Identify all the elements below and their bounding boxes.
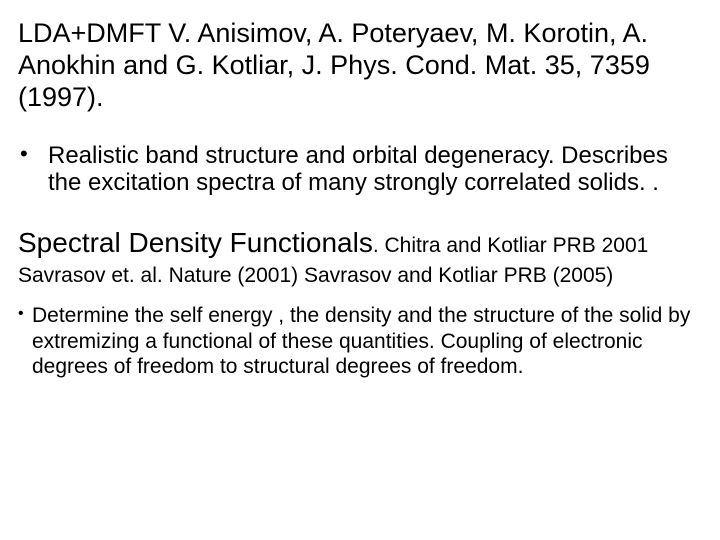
bullet-row-1: • Realistic band structure and orbital d… xyxy=(18,142,702,197)
bullet-marker-2: • xyxy=(18,303,32,325)
bullet-marker: • xyxy=(18,142,48,166)
slide-container: LDA+DMFT V. Anisimov, A. Poteryaev, M. K… xyxy=(0,0,720,540)
heading-2-sub: . Chitra and Kotliar PRB 2001 xyxy=(373,234,648,257)
heading-2-main: Spectral Density Functionals xyxy=(18,227,373,258)
bullet-text-1: Realistic band structure and orbital deg… xyxy=(48,142,702,197)
bullet-text-2: Determine the self energy , the density … xyxy=(32,303,702,380)
title-citation: LDA+DMFT V. Anisimov, A. Poteryaev, M. K… xyxy=(18,18,702,114)
bullet-row-2: • Determine the self energy , the densit… xyxy=(18,303,702,380)
heading-2-line2: Savrasov et. al. Nature (2001) Savrasov … xyxy=(18,263,702,289)
heading-2: Spectral Density Functionals. Chitra and… xyxy=(18,227,702,259)
